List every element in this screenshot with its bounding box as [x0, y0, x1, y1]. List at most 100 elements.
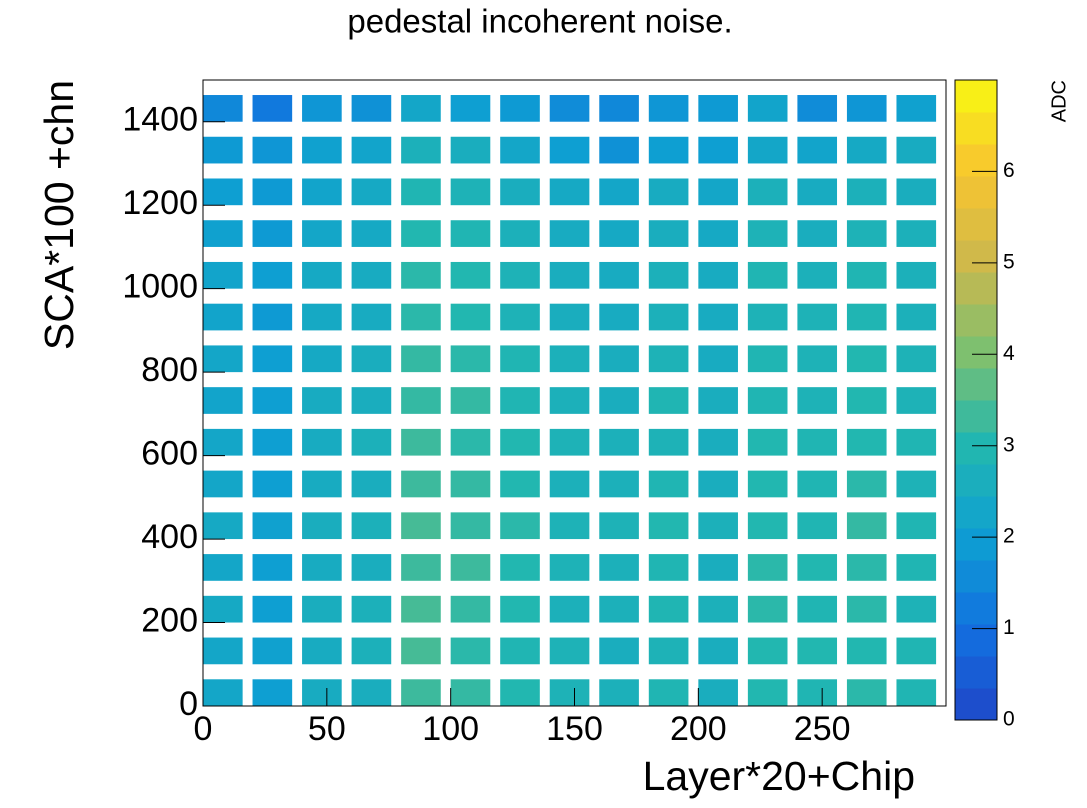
- z-tick-label: 3: [1003, 433, 1015, 456]
- heatmap-cell: [599, 470, 639, 498]
- heatmap-cell: [549, 178, 590, 206]
- heatmap-cell: [401, 512, 441, 540]
- heatmap-cell: [549, 679, 590, 706]
- heatmap-cell: [450, 303, 491, 331]
- heatmap-cell: [500, 679, 540, 706]
- heatmap-cell: [302, 637, 342, 665]
- heatmap-cell: [698, 303, 738, 331]
- heatmap-cell: [797, 387, 838, 414]
- heatmap-cell: [401, 261, 441, 289]
- heatmap-cell: [698, 220, 738, 247]
- heatmap-cell: [302, 345, 342, 373]
- heatmap-cell: [797, 470, 838, 498]
- heatmap-cell: [698, 428, 738, 456]
- heatmap-cell: [648, 220, 689, 247]
- heatmap-cell: [896, 387, 937, 414]
- heatmap-cell: [500, 554, 540, 581]
- heatmap-cell: [252, 387, 293, 414]
- heatmap-cell: [549, 345, 590, 373]
- heatmap-cell: [747, 178, 788, 206]
- heatmap-cell: [896, 428, 937, 456]
- heatmap-cell: [747, 637, 788, 665]
- heatmap-cell: [302, 428, 342, 456]
- heatmap-cell: [500, 470, 540, 498]
- x-tick-label: 100: [422, 710, 479, 748]
- heatmap-cell: [351, 595, 392, 623]
- heatmap-cell: [896, 178, 937, 206]
- heatmap-cell: [797, 136, 838, 164]
- heatmap-cell: [648, 595, 689, 623]
- heatmap-cell: [648, 428, 689, 456]
- heatmap-cell: [203, 303, 243, 331]
- heatmap-cell: [797, 95, 838, 122]
- z-tick-label: 6: [1003, 159, 1015, 182]
- heatmap-cell: [500, 220, 540, 247]
- heatmap-cell: [846, 345, 887, 373]
- heatmap-cell: [648, 470, 689, 498]
- z-axis-label: ADC: [1048, 80, 1070, 122]
- heatmap-cell: [648, 637, 689, 665]
- chart-title: pedestal incoherent noise.: [347, 3, 732, 40]
- heatmap-cell: [896, 136, 937, 164]
- heatmap-cell: [203, 554, 243, 581]
- heatmap-cell: [203, 470, 243, 498]
- heatmap-cell: [797, 345, 838, 373]
- heatmap-cell: [450, 595, 491, 623]
- heatmap-cell: [351, 554, 392, 581]
- colorbar-band: [955, 656, 997, 689]
- heatmap-cell: [401, 95, 441, 122]
- x-axis-label: Layer*20+Chip: [643, 753, 915, 799]
- heatmap-cell: [203, 428, 243, 456]
- heatmap-cell: [450, 136, 491, 164]
- heatmap-cell: [648, 261, 689, 289]
- heatmap-cell: [896, 637, 937, 665]
- heatmap-cell: [747, 220, 788, 247]
- heatmap-cell: [500, 428, 540, 456]
- heatmap-cell: [500, 178, 540, 206]
- y-tick-label: 1000: [122, 268, 198, 306]
- heatmap-cell: [203, 595, 243, 623]
- heatmap-cell: [648, 554, 689, 581]
- colorbar-band: [955, 624, 997, 657]
- heatmap-cell: [747, 470, 788, 498]
- heatmap-cell: [302, 595, 342, 623]
- heatmap-cell: [599, 261, 639, 289]
- heatmap-cell: [549, 554, 590, 581]
- heatmap-cell: [797, 428, 838, 456]
- heatmap-cell: [450, 387, 491, 414]
- y-tick-label: 600: [141, 435, 198, 473]
- heatmap-cell: [896, 261, 937, 289]
- colorbar-band: [955, 432, 997, 465]
- heatmap-cell: [599, 303, 639, 331]
- colorbar-band: [955, 560, 997, 593]
- heatmap-cell: [450, 220, 491, 247]
- heatmap-cell: [450, 554, 491, 581]
- heatmap-cell: [302, 470, 342, 498]
- heatmap-cell: [549, 428, 590, 456]
- heatmap-cell: [351, 220, 392, 247]
- colorbar-band: [955, 176, 997, 209]
- heatmap-cell: [401, 303, 441, 331]
- heatmap-cell: [896, 554, 937, 581]
- y-tick-label: 1200: [122, 184, 198, 222]
- colorbar-band: [955, 368, 997, 401]
- heatmap-cell: [401, 679, 441, 706]
- heatmap-cell: [450, 345, 491, 373]
- heatmap-cell: [896, 345, 937, 373]
- heatmap-cell: [747, 95, 788, 122]
- heatmap-cell: [401, 387, 441, 414]
- colorbar-band: [955, 80, 997, 113]
- y-tick-label: 1400: [122, 101, 198, 139]
- heatmap-cell: [846, 512, 887, 540]
- heatmap-cell: [648, 95, 689, 122]
- colorbar-band: [955, 688, 997, 721]
- heatmap-cell: [401, 220, 441, 247]
- heatmap-cell: [302, 554, 342, 581]
- heatmap-cell: [302, 178, 342, 206]
- heatmap-cell: [599, 428, 639, 456]
- heatmap-cell: [500, 387, 540, 414]
- heatmap-cell: [351, 428, 392, 456]
- heatmap-cell: [203, 679, 243, 706]
- heatmap-cell: [846, 428, 887, 456]
- heatmap-cell: [351, 345, 392, 373]
